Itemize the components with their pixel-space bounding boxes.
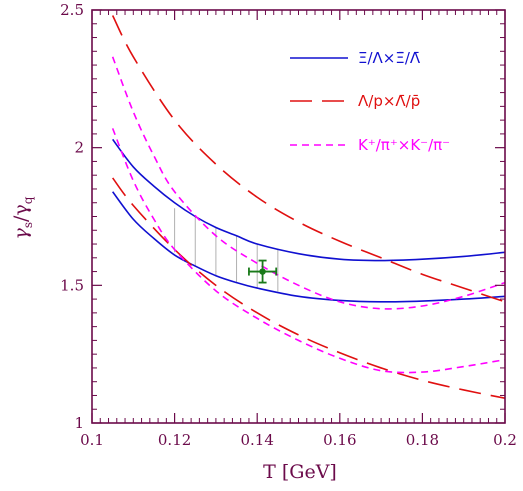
y-tick-label: 2.5 [60, 1, 84, 19]
y-tick-label: 1.5 [60, 276, 84, 294]
y-axis-title-gamma: γ [10, 227, 32, 239]
data-point-with-error-bars [248, 259, 278, 284]
legend-label-0: Ξ/Λ×Ξ̄/Λ̄ [358, 49, 421, 67]
legend: Ξ/Λ×Ξ̄/Λ̄ Λ/p×Λ̄/p̄ K⁺/π⁺×K⁻/π⁻ [290, 49, 450, 154]
x-tick-label: 0.14 [240, 431, 273, 449]
plot-frame [91, 9, 506, 424]
series-line-3 [112, 177, 505, 400]
shaded-band [174, 208, 279, 292]
series-line-2 [111, 15, 505, 303]
y-tick-label: 2 [74, 139, 84, 157]
series-line-0 [112, 138, 505, 262]
y-axis-title-sub-q: q [21, 196, 35, 204]
series-line-1 [112, 191, 505, 303]
y-tick-label: 1 [74, 414, 84, 432]
x-axis-title: T [GeV] [263, 461, 337, 483]
series-line-4 [111, 56, 505, 310]
x-tick-label: 0.12 [158, 431, 191, 449]
y-axis-title: γs/γq [10, 196, 35, 239]
x-tick-label: 0.1 [80, 431, 104, 449]
x-tick-label: 0.16 [323, 431, 356, 449]
x-tick-label: 0.18 [406, 431, 439, 449]
x-tick-label: 0.2 [493, 431, 517, 449]
legend-label-1: Λ/p×Λ̄/p̄ [358, 92, 420, 110]
series-curves [111, 15, 505, 400]
axis-ticks: 0.1 0.12 0.14 0.16 0.18 0.2 1 1.5 2 2.5 [60, 1, 517, 449]
data-point-marker [259, 268, 266, 275]
y-axis-title-slash: /γ [10, 204, 32, 222]
legend-label-2: K⁺/π⁺×K⁻/π⁻ [358, 136, 450, 154]
series-line-5 [111, 128, 505, 374]
y-axis-title-sub-s: s [21, 222, 35, 228]
